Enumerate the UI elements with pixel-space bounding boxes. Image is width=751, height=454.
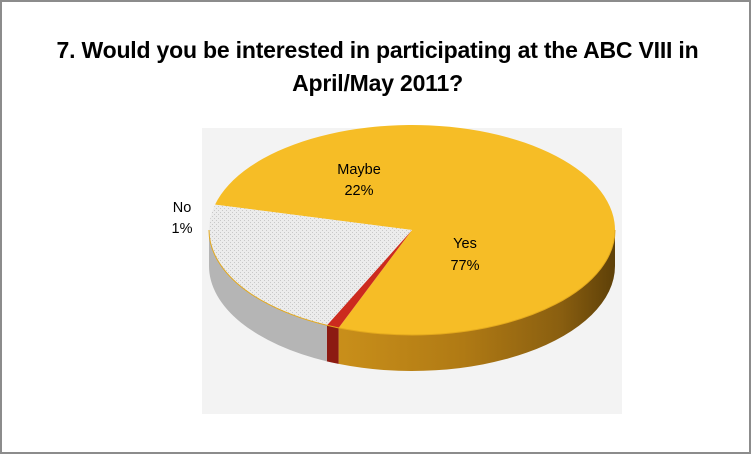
pie-side-yes [338, 230, 615, 372]
pie-slice-maybe [209, 204, 412, 326]
pie-slice-yes [215, 124, 615, 335]
pie-slices [208, 124, 616, 372]
slice-label-yes-percent: 77% [450, 258, 479, 274]
slice-label-yes-name: Yes [453, 236, 477, 252]
pie-rim-edge [208, 229, 616, 336]
slice-label-no-percent: 1% [172, 221, 193, 237]
pie-slice-no [326, 230, 412, 328]
slice-label-maybe-percent: 22% [344, 183, 373, 199]
pie-side-no [326, 325, 339, 364]
pie-side-maybe [209, 230, 327, 362]
slice-label-maybe-name: Maybe [337, 162, 381, 178]
chart-title: 7. Would you be interested in participat… [56, 37, 699, 96]
slice-label-no-name: No [173, 200, 192, 216]
